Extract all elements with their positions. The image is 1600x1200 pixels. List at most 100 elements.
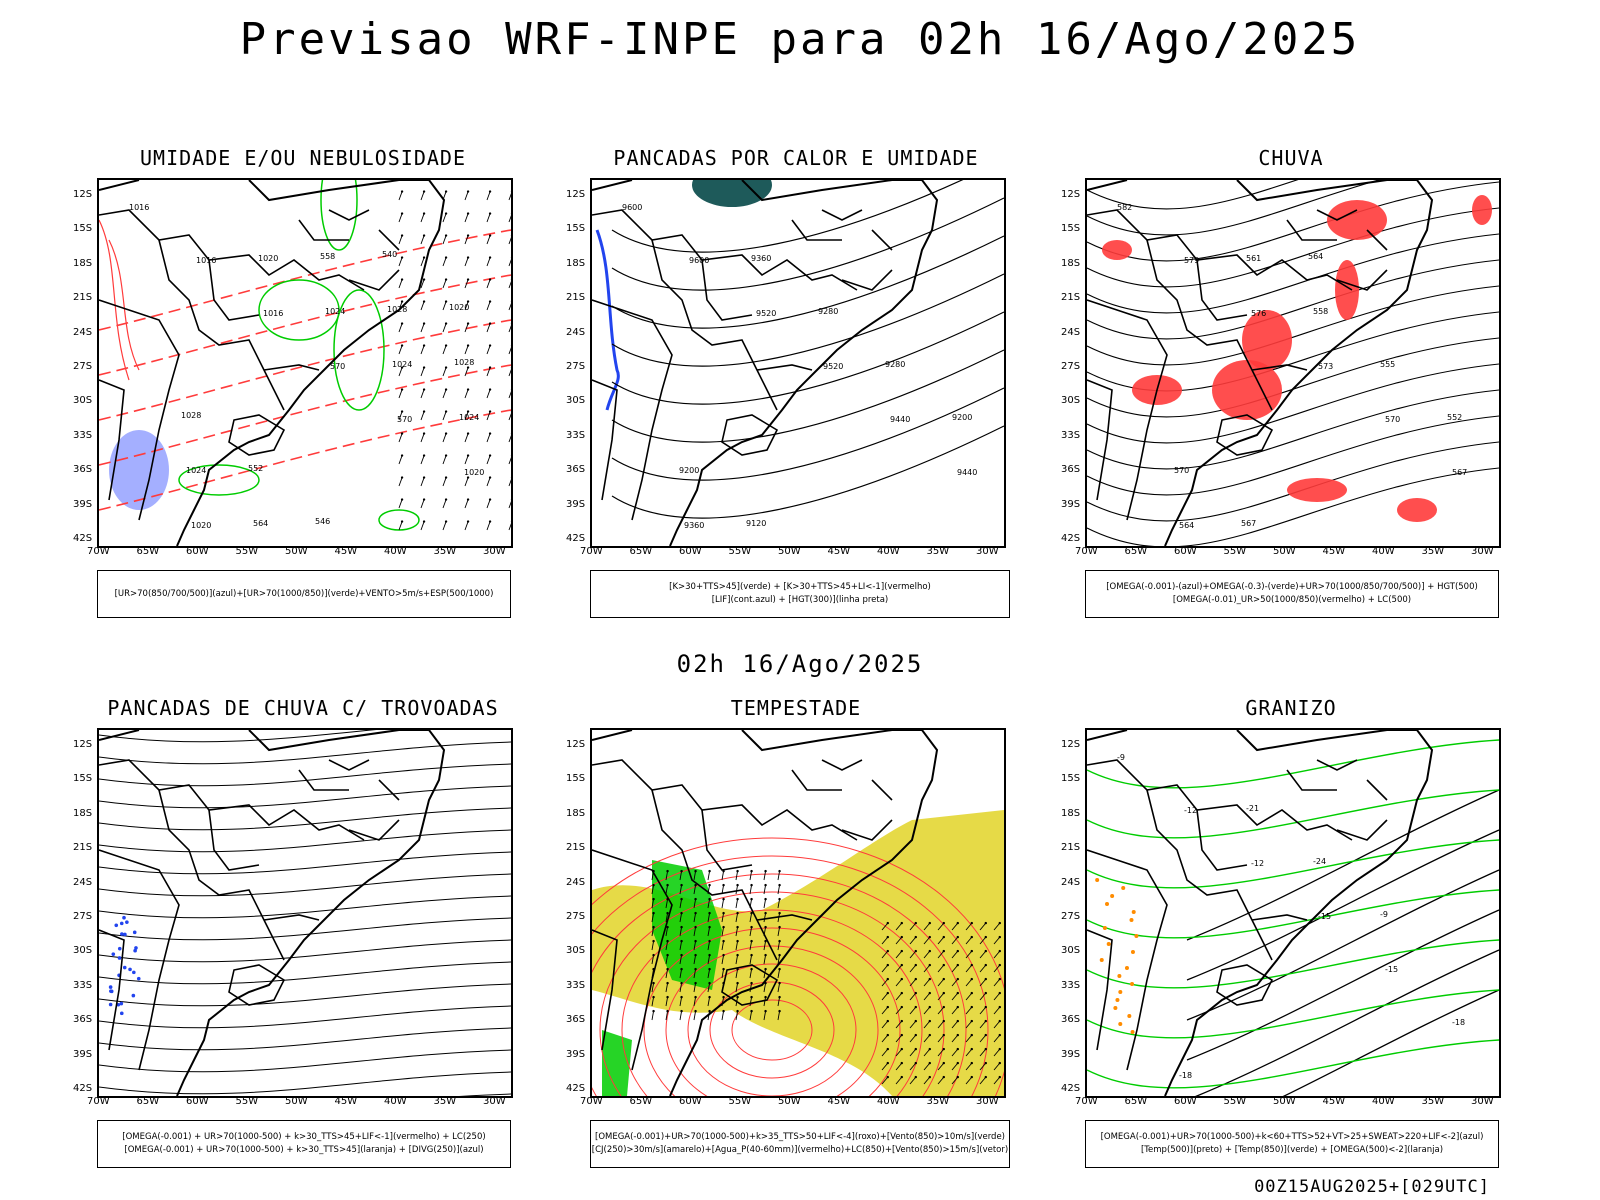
legend-line: [OMEGA(-0.01)_UR>50(1000/850)(vermelho) … <box>1086 594 1498 607</box>
contour-label: -15 <box>1385 965 1398 974</box>
contour-label: 567 <box>1241 519 1256 528</box>
latitude-tick-label: 39S <box>73 499 92 510</box>
panel-title: TEMPESTADE <box>550 696 1042 720</box>
longitude-tick-label: 65W <box>137 1096 160 1107</box>
contour-label: 558 <box>320 252 335 261</box>
latitude-tick-label: 12S <box>73 189 92 200</box>
longitude-tick-label: 50W <box>285 1096 308 1107</box>
country-border <box>1087 380 1112 500</box>
streamline <box>99 896 511 918</box>
latitude-tick-label: 42S <box>1061 1083 1080 1094</box>
longitude-tick-label: 55W <box>729 546 752 557</box>
streamline <box>99 764 511 786</box>
country-border <box>299 760 399 840</box>
legend-line: [OMEGA(-0.001)+UR>70(1000-500)+k<60+TTS>… <box>1086 1131 1498 1144</box>
longitude-tick-label: 65W <box>630 546 653 557</box>
longitude-tick-label: 70W <box>87 546 110 557</box>
latitude-tick-label: 42S <box>566 1083 585 1094</box>
longitude-tick-label: 35W <box>1422 546 1445 557</box>
country-border <box>159 240 284 410</box>
country-border <box>209 810 259 870</box>
contour-line <box>99 320 511 420</box>
contour-label: -9 <box>1117 753 1125 762</box>
forecast-time-label: 02h 16/Ago/2025 <box>0 650 1600 678</box>
country-border <box>702 810 752 870</box>
country-border <box>1197 260 1247 320</box>
latitude-tick-label: 30S <box>1061 395 1080 406</box>
latitude-tick-label: 42S <box>566 533 585 544</box>
latitude-tick-label: 30S <box>73 395 92 406</box>
streamline <box>99 918 511 940</box>
contour-label: 555 <box>1380 360 1395 369</box>
longitude-tick-label: 30W <box>976 546 999 557</box>
streamline <box>99 1050 511 1072</box>
longitude-tick-label: 40W <box>877 546 900 557</box>
longitude-tick-label: 60W <box>679 546 702 557</box>
country-border <box>1197 810 1247 870</box>
streamline <box>1087 260 1499 339</box>
longitude-tick-label: 30W <box>1471 546 1494 557</box>
longitude-tick-label: 45W <box>828 1096 851 1107</box>
contour-label: 564 <box>253 519 268 528</box>
contour-label: 570 <box>397 415 412 424</box>
contour-line <box>99 275 511 375</box>
panel-title: PANCADAS POR CALOR E UMIDADE <box>550 146 1042 170</box>
legend-line: [K>30+TTS>45](verde) + [K>30+TTS>45+LI<-… <box>591 581 1009 594</box>
longitude-tick-label: 35W <box>927 1096 950 1107</box>
latitude-tick-label: 33S <box>566 980 585 991</box>
contour-line <box>1087 840 1499 888</box>
longitude-tick-label: 70W <box>580 1096 603 1107</box>
longitude-tick-label: 60W <box>1174 1096 1197 1107</box>
contour-line <box>1087 1040 1499 1088</box>
contour-label: -9 <box>1380 910 1388 919</box>
longitude-tick-label: 40W <box>384 546 407 557</box>
latitude-tick-label: 24S <box>1061 327 1080 338</box>
forecast-map: 1016 1016 1016 570 570 1020 1020 1020 1024 1024 10… <box>97 178 513 548</box>
contour-label: 1016 <box>263 309 283 318</box>
longitude-tick-label: 50W <box>778 1096 801 1107</box>
latitude-tick-label: 18S <box>73 258 92 269</box>
latitude-tick-label: 30S <box>1061 945 1080 956</box>
legend-line: [OMEGA(-0.001) + UR>70(1000-500) + k>30_… <box>98 1144 510 1157</box>
contour-line <box>1187 910 1499 1060</box>
latitude-tick-label: 42S <box>73 533 92 544</box>
panel-title: CHUVA <box>1045 146 1537 170</box>
longitude-tick-label: 55W <box>236 546 259 557</box>
latitude-tick-label: 27S <box>73 911 92 922</box>
latitude-tick-label: 33S <box>566 430 585 441</box>
longitude-tick-label: 40W <box>1372 546 1395 557</box>
longitude-tick-label: 35W <box>927 546 950 557</box>
contour-label: 1020 <box>464 468 484 477</box>
page-title: Previsao WRF-INPE para 02h 16/Ago/2025 <box>0 14 1600 65</box>
latitude-tick-label: 33S <box>1061 980 1080 991</box>
country-border <box>1087 760 1352 840</box>
latitude-tick-label: 33S <box>1061 430 1080 441</box>
forecast-map: 9600 9600 9520 9520 9440 9440 9360 9360 9280 9280… <box>590 178 1006 548</box>
contour-line <box>612 180 1004 252</box>
streamline <box>99 742 511 764</box>
contour-label: 9520 <box>756 309 776 318</box>
latitude-tick-label: 39S <box>1061 499 1080 510</box>
latitude-tick-label: 21S <box>1061 292 1080 303</box>
contour-line <box>1087 990 1499 1038</box>
latitude-tick-label: 42S <box>73 1083 92 1094</box>
contour-label: 9520 <box>823 362 843 371</box>
contour-line <box>1087 890 1499 938</box>
streamline <box>1087 286 1499 365</box>
panel-title: GRANIZO <box>1045 696 1537 720</box>
contour-line <box>99 365 511 465</box>
longitude-tick-label: 45W <box>828 546 851 557</box>
longitude-tick-label: 30W <box>483 546 506 557</box>
latitude-tick-label: 15S <box>566 773 585 784</box>
latitude-tick-label: 42S <box>1061 533 1080 544</box>
legend-line: [OMEGA(-0.001)+UR>70(1000-500)+k>35_TTS>… <box>591 1131 1009 1144</box>
longitude-tick-label: 55W <box>729 1096 752 1107</box>
shaded-area <box>1335 260 1359 320</box>
latitude-tick-label: 30S <box>566 945 585 956</box>
contour-line <box>1087 940 1499 988</box>
panel-title: UMIDADE E/OU NEBULOSIDADE <box>57 146 549 170</box>
longitude-tick-label: 35W <box>434 1096 457 1107</box>
forecast-map: -9 -12 -12 -15 -15 -18 -18 -21 -24 -9 <box>1085 728 1501 1098</box>
country-border <box>592 380 617 500</box>
latitude-tick-label: 39S <box>566 1049 585 1060</box>
